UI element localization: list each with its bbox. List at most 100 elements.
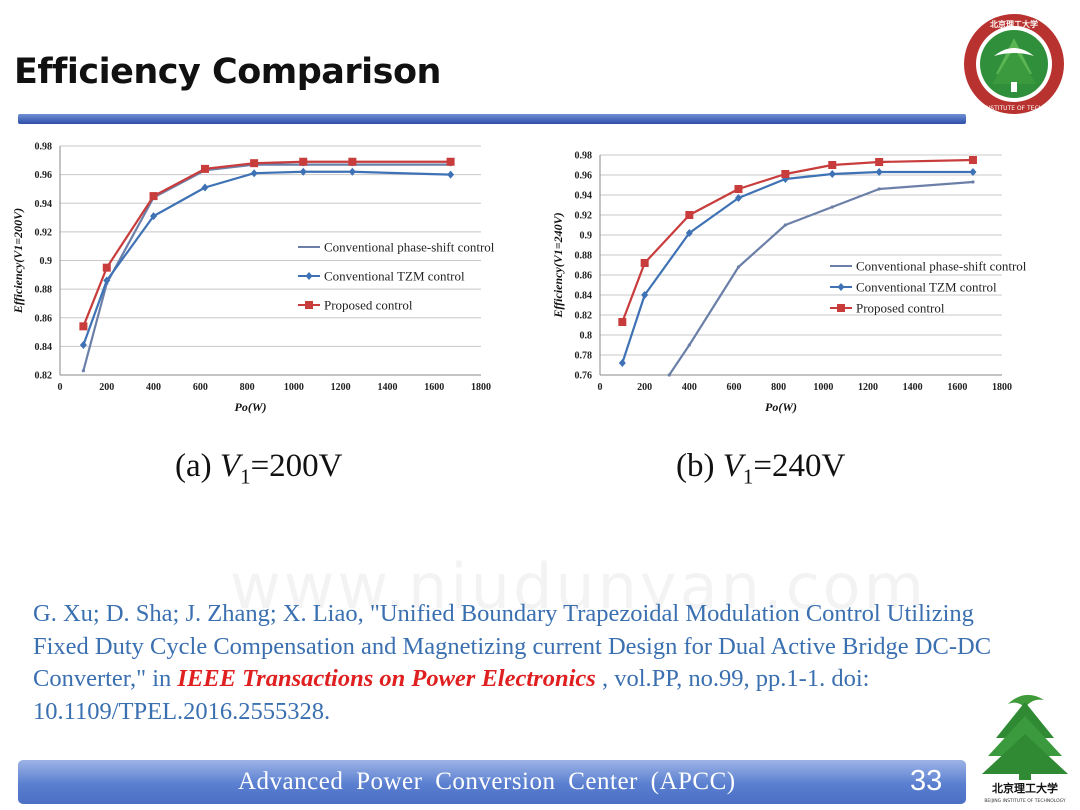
- caption-a: (a) V1=200V: [175, 448, 343, 490]
- data-point-diamond: [618, 359, 626, 367]
- y-tick-label: 0.86: [575, 271, 593, 282]
- data-point-square: [348, 157, 357, 166]
- x-tick-label: 0: [598, 382, 603, 393]
- legend-label: Proposed control: [324, 298, 413, 313]
- data-point: [687, 343, 691, 347]
- x-tick-label: 1600: [424, 382, 444, 393]
- caption-b-var: V: [722, 448, 743, 484]
- data-point: [971, 180, 975, 184]
- x-tick-label: 200: [99, 382, 114, 393]
- citation-authors-title: G. Xu; D. Sha; J. Zhang; X. Liao, "Unifi…: [33, 600, 992, 692]
- university-emblem-icon: 北京理工大学 BEIJING INSTITUTE OF TECHNOLOGY: [982, 694, 1068, 804]
- y-tick-label: 0.84: [575, 291, 593, 302]
- y-tick-label: 0.84: [35, 342, 53, 353]
- y-tick-label: 0.76: [575, 371, 593, 382]
- data-point-diamond: [348, 167, 356, 176]
- caption-b: (b) V1=240V: [676, 448, 845, 490]
- legend-marker: [837, 304, 845, 312]
- data-point-diamond: [79, 340, 87, 349]
- data-point-square: [968, 156, 977, 164]
- university-logo-icon: 北京理工大学 BEIJING INSTITUTE OF TECHNOLOGY: [960, 14, 1069, 114]
- logo-bottom-english: BEIJING INSTITUTE OF TECHNOLOGY: [984, 798, 1066, 804]
- y-tick-label: 0.86: [35, 313, 53, 324]
- x-tick-label: 1800: [471, 382, 491, 393]
- slide-title: Efficiency Comparison: [14, 52, 441, 92]
- data-point-diamond: [734, 194, 742, 202]
- legend-label: Conventional phase-shift control: [856, 259, 1027, 274]
- series-line-2: [621, 158, 973, 323]
- x-axis-label: Po(W): [235, 400, 267, 414]
- y-tick-label: 0.8: [580, 331, 593, 342]
- data-point-diamond: [299, 167, 307, 176]
- caption-a-sub: 1: [240, 464, 251, 489]
- page-number: 33: [910, 765, 943, 797]
- x-tick-label: 1200: [331, 382, 351, 393]
- data-point-diamond: [685, 229, 693, 237]
- data-point-square: [781, 170, 790, 178]
- title-divider: [18, 114, 966, 124]
- x-tick-label: 800: [240, 382, 255, 393]
- footer-text: Advanced Power Conversion Center (APCC): [238, 768, 736, 795]
- x-tick-label: 1000: [813, 382, 833, 393]
- y-tick-label: 0.98: [35, 142, 53, 153]
- y-axis-label: Efficiency(V1=200V): [11, 208, 25, 314]
- y-tick-label: 0.9: [40, 256, 53, 267]
- x-tick-label: 1200: [858, 382, 878, 393]
- y-tick-label: 0.82: [35, 371, 53, 382]
- x-axis-label: Po(W): [765, 400, 797, 414]
- data-point-square: [828, 161, 837, 169]
- legend-marker: [305, 272, 313, 280]
- citation-details: , vol.PP, no.99, pp.1-1. doi: 10.1109/TP…: [33, 665, 870, 725]
- y-tick-label: 0.92: [575, 211, 593, 222]
- data-point-square: [446, 157, 455, 166]
- data-point: [830, 205, 834, 209]
- data-point: [667, 373, 671, 377]
- x-tick-label: 1000: [284, 382, 304, 393]
- caption-a-prefix: (a): [175, 448, 220, 484]
- data-point-square: [149, 192, 158, 201]
- x-tick-label: 0: [58, 382, 63, 393]
- legend-label: Proposed control: [856, 301, 945, 316]
- watermark: www.niudunyan.com: [230, 550, 927, 623]
- x-tick-label: 1400: [903, 382, 923, 393]
- data-point-diamond: [103, 276, 111, 285]
- data-point-diamond: [641, 291, 649, 299]
- x-tick-label: 1400: [377, 382, 397, 393]
- chart-a: 0.82 0.84 0.86 0.88 0.9 0.92 0.94 0.96 0.98 0 200 4…: [11, 142, 495, 415]
- legend-label: Conventional TZM control: [324, 269, 465, 284]
- x-tick-label: 400: [682, 382, 697, 393]
- legend-marker: [305, 301, 313, 309]
- y-tick-label: 0.88: [575, 251, 593, 262]
- data-point-diamond: [969, 168, 977, 176]
- y-tick-label: 0.94: [35, 199, 53, 210]
- data-point-diamond: [150, 212, 158, 221]
- x-tick-label: 1600: [947, 382, 967, 393]
- y-axis-label: Efficiency(V1=240V): [551, 212, 565, 318]
- x-tick-label: 1800: [992, 382, 1012, 393]
- data-point-diamond: [250, 169, 258, 178]
- series-line-0: [668, 180, 974, 375]
- caption-a-value: =200V: [250, 448, 343, 484]
- y-tick-label: 0.94: [575, 191, 593, 202]
- data-point-square: [640, 259, 649, 267]
- data-point-square: [201, 164, 210, 173]
- data-point-square: [299, 157, 308, 166]
- legend-label: Conventional phase-shift control: [324, 240, 495, 255]
- y-tick-label: 0.98: [575, 151, 593, 162]
- data-point-square: [250, 159, 259, 168]
- x-tick-label: 600: [727, 382, 742, 393]
- citation-journal: IEEE Transactions on Power Electronics: [177, 665, 596, 692]
- legend-marker: [837, 283, 845, 291]
- citation: G. Xu; D. Sha; J. Zhang; X. Liao, "Unifi…: [33, 598, 1013, 728]
- logo-top-chinese: 北京理工大学: [990, 19, 1038, 29]
- series-line-1: [621, 170, 973, 364]
- data-point-square: [102, 263, 111, 272]
- series-line-1: [82, 170, 451, 346]
- caption-b-value: =240V: [753, 448, 846, 484]
- x-tick-label: 800: [771, 382, 786, 393]
- series-line-2: [82, 160, 451, 327]
- legend-label: Conventional TZM control: [856, 280, 997, 295]
- caption-b-sub: 1: [742, 464, 754, 489]
- data-point-diamond: [828, 170, 836, 178]
- y-tick-label: 0.82: [575, 311, 593, 322]
